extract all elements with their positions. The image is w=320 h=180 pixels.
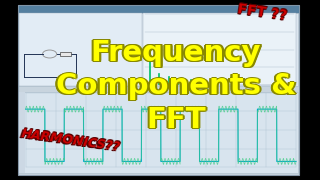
Text: Frequency
Components &
FFT: Frequency Components & FFT	[54, 38, 295, 133]
Text: Frequency
Components &
FFT: Frequency Components & FFT	[54, 39, 294, 134]
Text: Frequency
Components &
FFT: Frequency Components & FFT	[56, 38, 296, 133]
Text: Frequency
Components &
FFT: Frequency Components & FFT	[58, 39, 298, 134]
Bar	[19, 13, 298, 86]
Text: Frequency
Components &
FFT: Frequency Components & FFT	[56, 39, 296, 134]
Text: Frequency
Components &
FFT: Frequency Components & FFT	[57, 40, 298, 135]
Bar	[19, 92, 298, 173]
Text: FFT ??: FFT ??	[237, 1, 288, 22]
Text: HARMONICS??: HARMONICS??	[21, 126, 122, 153]
Text: Frequency
Components &
FFT: Frequency Components & FFT	[54, 40, 295, 135]
Bar	[18, 5, 299, 13]
Text: Frequency
Components &
FFT: Frequency Components & FFT	[57, 38, 298, 133]
Text: HARMONICS??: HARMONICS??	[20, 127, 121, 154]
Text: HARMONICS??: HARMONICS??	[20, 128, 121, 154]
Bar	[18, 5, 299, 175]
Text: HARMONICS??: HARMONICS??	[20, 126, 121, 153]
Text: FFT ??: FFT ??	[237, 2, 288, 23]
Text: FFT ??: FFT ??	[237, 3, 288, 24]
Bar	[143, 13, 296, 85]
Text: FFT ??: FFT ??	[238, 1, 289, 22]
Text: HARMONICS??: HARMONICS??	[19, 128, 120, 154]
Text: Frequency
Components &
FFT: Frequency Components & FFT	[56, 40, 296, 135]
Bar	[60, 52, 71, 56]
Bar	[19, 92, 25, 173]
Text: FFT ??: FFT ??	[236, 3, 287, 24]
Bar	[19, 13, 142, 86]
